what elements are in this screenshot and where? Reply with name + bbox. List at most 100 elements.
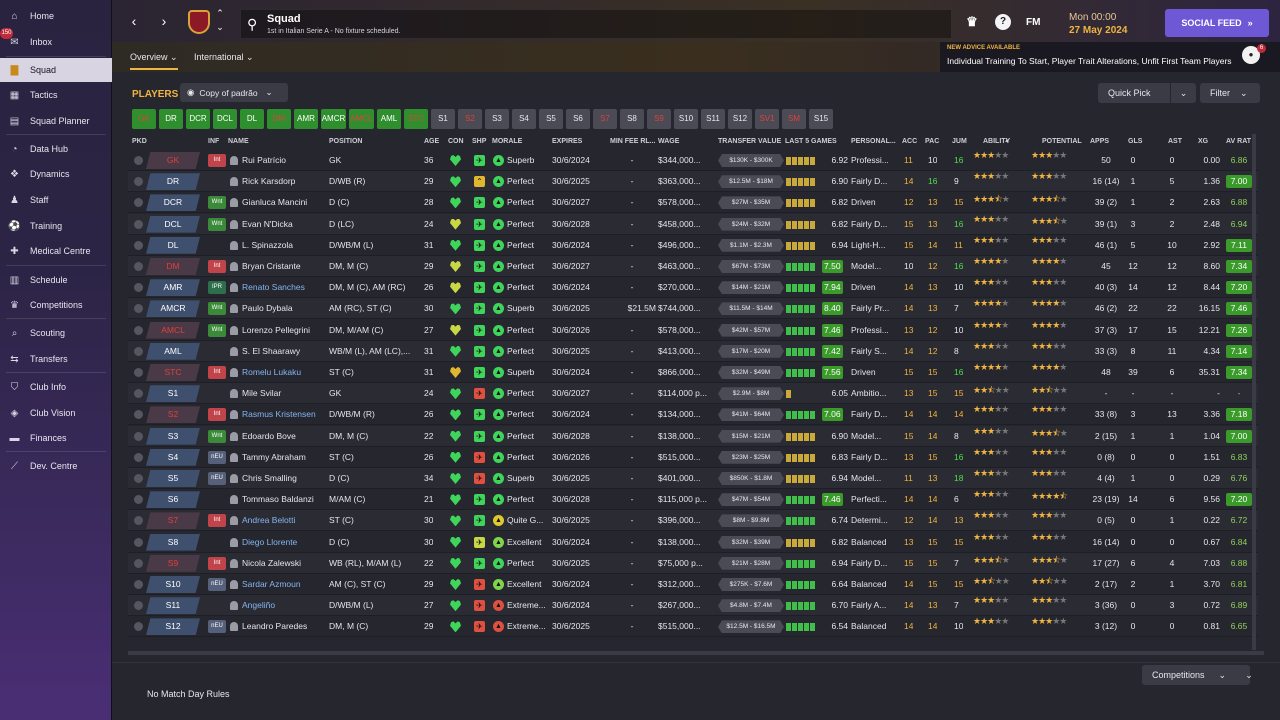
player-name[interactable]: Nicola Zalewski [242, 557, 302, 568]
position-chip[interactable]: SM [782, 109, 806, 129]
row-select-checkbox[interactable] [134, 389, 143, 399]
picked-position-select[interactable]: S3 [146, 427, 200, 445]
row-select-checkbox[interactable] [134, 516, 143, 526]
player-name[interactable]: Bryan Cristante [242, 261, 301, 271]
row-select-checkbox[interactable] [134, 156, 143, 165]
horizontal-scrollbar[interactable] [128, 651, 1264, 655]
sidebar-item-medical-centre[interactable]: ✚ Medical Centre [0, 239, 112, 263]
position-chip[interactable]: S9 [647, 109, 671, 129]
table-row[interactable]: DR Rick Karsdorp D/WB (R) 29 ⌃ ▲ Perfect 30/6/2… [128, 171, 1258, 193]
column-header[interactable]: AGE [424, 138, 440, 145]
column-header[interactable]: INF [208, 138, 220, 145]
position-chip[interactable]: SV1 [755, 109, 779, 129]
column-header[interactable]: WAGE [658, 138, 680, 145]
player-name[interactable]: Gianluca Mancini [242, 197, 308, 208]
sidebar-item-competitions[interactable]: ♛ Competitions [0, 293, 112, 317]
player-name[interactable]: Angeliño [242, 600, 276, 611]
position-chip[interactable]: S11 [701, 109, 725, 129]
view-select[interactable]: ◉ Copy of padrão ⌄ [180, 83, 288, 102]
player-name[interactable]: Renato Sanches [242, 282, 305, 293]
table-row[interactable]: AMCR Wnt Paulo Dybala AM (RC), ST (C) 30 ✈ ▲ Su… [128, 298, 1258, 320]
chevron-down-icon[interactable]: ⌄ [216, 22, 224, 32]
row-select-checkbox[interactable] [134, 219, 143, 229]
table-row[interactable]: S10 nEU Sardar Azmoun AM (C), ST (C) 29 ✈ ▲ Exc… [128, 574, 1258, 595]
quick-pick-button[interactable]: Quick Pick ⌄ [1098, 83, 1196, 103]
player-name[interactable]: Sardar Azmoun [242, 579, 301, 589]
picked-position-select[interactable]: DCL [146, 215, 200, 233]
sidebar-item-squad[interactable]: ▇ Squad [0, 58, 112, 82]
table-row[interactable]: AMCL Wnt Lorenzo Pellegrini DM, M/AM (C) 27 ✈… [128, 320, 1258, 341]
column-header[interactable]: PERSONAL... [851, 138, 896, 145]
picked-position-select[interactable]: S5 [146, 470, 200, 487]
row-select-checkbox[interactable] [134, 304, 143, 314]
table-row[interactable]: DM Int Bryan Cristante DM, M (C) 29 ✈ ▲ Perfect… [128, 256, 1258, 277]
position-chip[interactable]: STC [404, 109, 428, 129]
picked-position-select[interactable]: S2 [146, 406, 200, 424]
position-chip[interactable]: DM [267, 109, 291, 129]
position-chip[interactable]: S4 [512, 109, 536, 129]
sidebar-item-inbox[interactable]: ✉ Inbox [0, 30, 112, 54]
sidebar-item-club-info[interactable]: ⛉ Club Info [0, 375, 112, 399]
column-header[interactable]: TRANSFER VALUE [718, 138, 782, 145]
player-name[interactable]: Rick Karsdorp [242, 176, 296, 187]
picked-position-select[interactable]: S1 [146, 385, 200, 403]
table-row[interactable]: S11 Angeliño D/WB/M (L) 27 ✈ ▲ Extreme... 30/6/… [128, 595, 1258, 617]
row-select-checkbox[interactable] [134, 452, 143, 462]
picked-position-select[interactable]: S11 [146, 597, 200, 615]
position-chip[interactable]: S15 [809, 109, 833, 129]
position-chip[interactable]: S5 [539, 109, 563, 129]
sidebar-item-scouting[interactable]: ⌕ Scouting [0, 321, 112, 345]
fm-logo[interactable]: FM [1026, 17, 1041, 28]
position-chip[interactable]: S2 [458, 109, 482, 129]
player-name[interactable]: Leandro Paredes [242, 621, 308, 632]
position-chip[interactable]: AMCR [321, 109, 346, 129]
picked-position-select[interactable]: S12 [146, 618, 200, 636]
position-chip[interactable]: DR [159, 109, 183, 129]
row-select-checkbox[interactable] [134, 368, 143, 377]
row-select-checkbox[interactable] [134, 283, 143, 293]
table-row[interactable]: S1 Mile Svilar GK 24 ✈ ▲ Perfect 30/6/2027 - $114… [128, 383, 1258, 405]
column-header[interactable]: CON [448, 138, 464, 145]
column-header[interactable]: JUM [952, 138, 967, 145]
row-select-checkbox[interactable] [134, 410, 143, 420]
player-name[interactable]: Rasmus Kristensen [242, 409, 316, 420]
table-row[interactable]: S5 nEU Chris Smalling D (C) 34 ✈ ▲ Superb 30/6/2… [128, 468, 1258, 489]
picked-position-select[interactable]: DL [146, 236, 200, 254]
search-box[interactable]: ⚲ Squad 1st in Italian Serie A - No fixt… [240, 9, 952, 39]
sidebar-item-finances[interactable]: ▬ Finances [0, 426, 112, 450]
competitions-select[interactable]: Competitions ⌄ [1142, 665, 1250, 685]
player-name[interactable]: Tammy Abraham [242, 451, 306, 462]
column-header[interactable]: SHP [472, 138, 487, 145]
table-row[interactable]: S4 nEU Tammy Abraham ST (C) 26 ✈ ▲ Perfect 30/6/… [128, 447, 1258, 468]
vertical-scrollbar[interactable] [1252, 134, 1256, 650]
picked-position-select[interactable]: GK [146, 152, 200, 169]
table-row[interactable]: DL L. Spinazzola D/WB/M (L) 31 ✈ ▲ Perfect 30/6… [128, 235, 1258, 256]
picked-position-select[interactable]: DM [146, 258, 200, 275]
column-header[interactable]: PAC [925, 138, 940, 145]
table-row[interactable]: DCR Wnt Gianluca Mancini D (C) 28 ✈ ▲ Perfect 30… [128, 192, 1258, 214]
sidebar-item-tactics[interactable]: ▦ Tactics [0, 83, 112, 107]
column-header[interactable]: APPS [1090, 138, 1110, 145]
player-name[interactable]: Andrea Belotti [242, 515, 296, 526]
column-header[interactable]: XG [1198, 138, 1209, 145]
row-select-checkbox[interactable] [134, 346, 143, 356]
table-row[interactable]: DCL Wnt Evan N'Dicka D (LC) 24 ✈ ▲ Perfect 30/6/… [128, 213, 1258, 235]
picked-position-select[interactable]: STC [146, 364, 200, 381]
picked-position-select[interactable]: S9 [146, 554, 200, 572]
position-chip[interactable]: DCL [213, 109, 237, 129]
position-chip[interactable]: S1 [431, 109, 455, 129]
tab-international[interactable]: International ⌄ [194, 52, 254, 62]
social-feed-button[interactable]: SOCIAL FEED » [1165, 9, 1269, 37]
sort-icon[interactable]: ▲ [1004, 138, 1010, 144]
picked-position-select[interactable]: AMCL [146, 321, 200, 339]
table-row[interactable]: S9 Int Nicola Zalewski WB (RL), M/AM (L) 22 ✈… [128, 552, 1258, 574]
position-chip[interactable]: GK [132, 109, 156, 129]
picked-position-select[interactable]: S4 [146, 448, 200, 466]
row-select-checkbox[interactable] [134, 325, 143, 335]
picked-position-select[interactable]: DCR [146, 194, 200, 212]
chevron-down-icon[interactable]: ⌄ [1170, 83, 1196, 103]
table-row[interactable]: S8 Diego Llorente D (C) 30 ✈ ▲ Excellent 30/6/2… [128, 532, 1258, 553]
position-chip[interactable]: DCR [186, 109, 210, 129]
advice-panel[interactable]: NEW ADVICE AVAILABLE Individual Training… [940, 42, 1280, 72]
column-header[interactable]: POSITION [329, 138, 363, 145]
